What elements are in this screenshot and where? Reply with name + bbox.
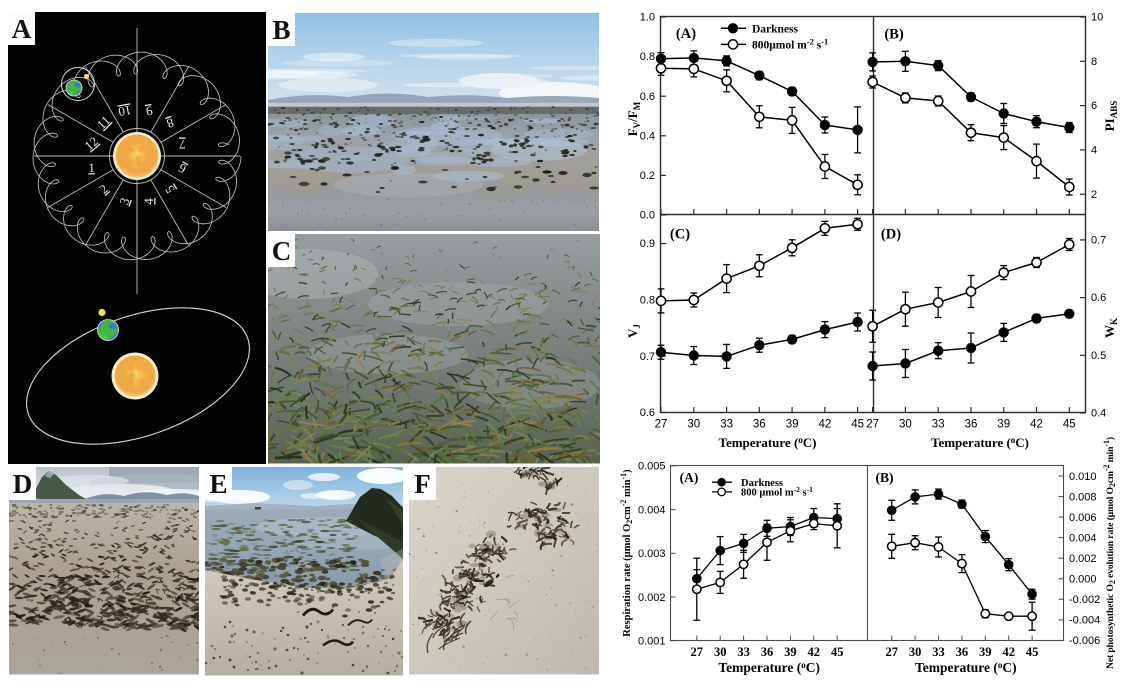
svg-text:0.0: 0.0 xyxy=(640,210,655,222)
svg-text:0.8: 0.8 xyxy=(640,51,655,63)
svg-text:0.001: 0.001 xyxy=(638,636,666,648)
svg-text:39: 39 xyxy=(784,645,797,659)
svg-text:27: 27 xyxy=(655,419,668,431)
svg-text:8: 8 xyxy=(1091,56,1097,68)
svg-text:4: 4 xyxy=(1091,145,1097,157)
svg-text:36: 36 xyxy=(956,645,969,659)
svg-text:0.7: 0.7 xyxy=(1091,235,1106,247)
svg-text:(B): (B) xyxy=(884,27,904,43)
svg-text:(D): (D) xyxy=(881,227,901,243)
svg-text:0.003: 0.003 xyxy=(638,548,666,560)
svg-text:A: A xyxy=(12,14,32,44)
svg-text:27: 27 xyxy=(691,645,704,659)
svg-text:Darkness: Darkness xyxy=(752,24,799,36)
svg-text:(A): (A) xyxy=(676,26,696,42)
svg-text:42: 42 xyxy=(808,645,821,659)
svg-text:0.2: 0.2 xyxy=(640,170,655,182)
svg-text:6: 6 xyxy=(1091,100,1097,112)
svg-text:B: B xyxy=(272,15,290,45)
svg-text:42: 42 xyxy=(819,419,832,431)
svg-text:30: 30 xyxy=(909,645,922,659)
svg-text:33: 33 xyxy=(932,645,945,659)
svg-text:Darkness: Darkness xyxy=(741,478,783,489)
svg-text:7: 7 xyxy=(179,137,186,152)
svg-text:1.0: 1.0 xyxy=(640,12,655,24)
svg-text:39: 39 xyxy=(786,419,799,431)
svg-text:2: 2 xyxy=(1091,189,1097,201)
svg-text:-0.004: -0.004 xyxy=(1069,615,1100,627)
svg-text:0.6: 0.6 xyxy=(640,407,655,419)
svg-text:0.006: 0.006 xyxy=(1069,512,1097,524)
svg-text:(C): (C) xyxy=(670,227,690,243)
svg-text:0.010: 0.010 xyxy=(1069,471,1097,483)
svg-text:E: E xyxy=(209,469,227,499)
svg-text:8: 8 xyxy=(165,115,176,131)
svg-text:42: 42 xyxy=(1002,645,1015,659)
svg-text:33: 33 xyxy=(932,419,945,431)
svg-text:D: D xyxy=(13,469,33,499)
svg-text:33: 33 xyxy=(720,419,733,431)
svg-text:0.6: 0.6 xyxy=(1091,292,1106,304)
svg-text:0.4: 0.4 xyxy=(640,130,655,142)
svg-text:0.000: 0.000 xyxy=(1069,574,1097,586)
svg-text:F: F xyxy=(414,469,431,499)
svg-text:0.005: 0.005 xyxy=(638,461,666,473)
svg-text:Net photosynthetic O2 evolutio: Net photosynthetic O2 evolution rate (μm… xyxy=(1101,437,1117,669)
svg-text:Temperature (oC): Temperature (oC) xyxy=(931,435,1029,450)
svg-text:45: 45 xyxy=(831,645,844,659)
svg-text:30: 30 xyxy=(899,419,912,431)
svg-text:0.002: 0.002 xyxy=(638,592,666,604)
svg-text:10: 10 xyxy=(1091,12,1103,24)
svg-text:30: 30 xyxy=(714,645,727,659)
svg-text:Respiration rate (μmol O2cm-2: Respiration rate (μmol O2cm-2 min-1) xyxy=(618,469,634,637)
svg-text:-0.002: -0.002 xyxy=(1069,594,1100,606)
svg-text:36: 36 xyxy=(965,419,978,431)
svg-text:39: 39 xyxy=(997,419,1010,431)
svg-text:0.004: 0.004 xyxy=(638,504,666,516)
svg-text:0.4: 0.4 xyxy=(1091,408,1106,420)
svg-text:Temperature (oC): Temperature (oC) xyxy=(915,660,1017,675)
svg-text:27: 27 xyxy=(885,645,898,659)
svg-text:C: C xyxy=(272,236,292,266)
svg-text:0.002: 0.002 xyxy=(1069,553,1097,565)
svg-text:4: 4 xyxy=(141,198,156,205)
svg-text:0.004: 0.004 xyxy=(1069,532,1097,544)
svg-text:0.6: 0.6 xyxy=(640,91,655,103)
svg-text:Temperature (oC): Temperature (oC) xyxy=(718,435,816,450)
svg-text:3: 3 xyxy=(116,196,132,207)
svg-text:36: 36 xyxy=(761,645,774,659)
svg-text:27: 27 xyxy=(866,419,879,431)
svg-text:0.008: 0.008 xyxy=(1069,491,1097,503)
svg-text:33: 33 xyxy=(737,645,750,659)
svg-text:0.9: 0.9 xyxy=(640,238,655,250)
svg-text:45: 45 xyxy=(1063,419,1076,431)
svg-text:39: 39 xyxy=(979,645,992,659)
svg-text:0.8: 0.8 xyxy=(640,295,655,307)
svg-text:0.7: 0.7 xyxy=(640,351,655,363)
svg-text:36: 36 xyxy=(753,419,766,431)
svg-text:-0.006: -0.006 xyxy=(1069,635,1100,647)
svg-text:(A): (A) xyxy=(680,470,699,485)
svg-text:(B): (B) xyxy=(876,470,894,485)
svg-text:42: 42 xyxy=(1030,419,1043,431)
svg-text:9: 9 xyxy=(145,103,154,119)
svg-text:1: 1 xyxy=(88,160,95,175)
svg-text:45: 45 xyxy=(851,419,864,431)
svg-text:Temperature (oC): Temperature (oC) xyxy=(718,660,820,675)
svg-text:30: 30 xyxy=(687,419,700,431)
svg-text:0.5: 0.5 xyxy=(1091,350,1106,362)
svg-text:10: 10 xyxy=(117,103,132,120)
svg-text:45: 45 xyxy=(1026,645,1039,659)
